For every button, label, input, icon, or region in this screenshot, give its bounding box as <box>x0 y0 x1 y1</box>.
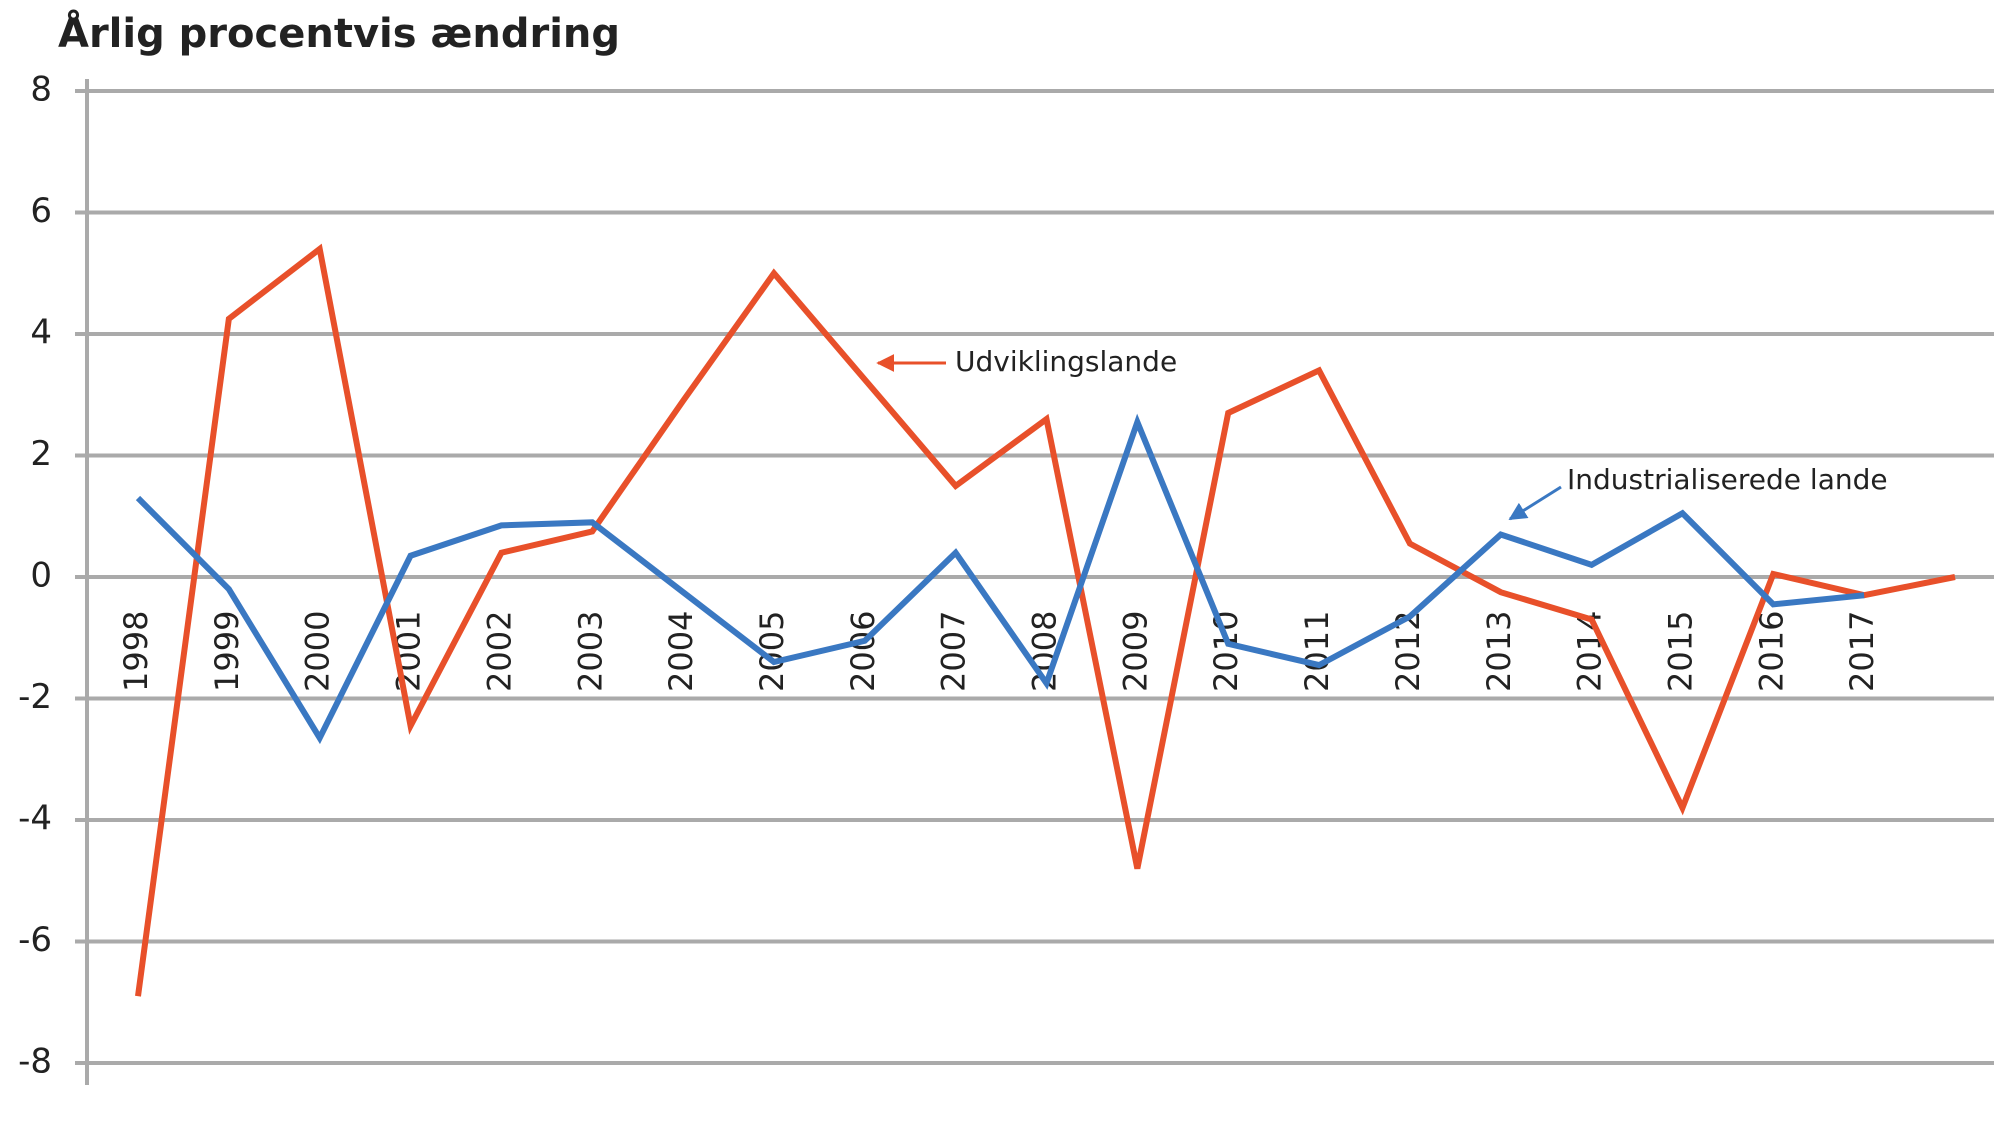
x-tick-label: 2007 <box>935 611 973 692</box>
y-tick-label: 0 <box>30 556 52 596</box>
y-tick-label: -6 <box>18 920 52 960</box>
x-tick-label: 2000 <box>299 611 337 692</box>
y-tick-label: -8 <box>18 1042 52 1082</box>
series-line <box>135 243 1956 997</box>
y-tick-label: -2 <box>18 677 52 717</box>
x-tick-label: 2015 <box>1661 611 1699 692</box>
series-label: Industrialiserede lande <box>1567 463 1888 496</box>
x-tick-label: 2002 <box>480 611 518 692</box>
y-tick-label: 6 <box>30 191 52 231</box>
y-tick-label: 2 <box>30 434 52 474</box>
y-tick-label: 4 <box>30 313 52 353</box>
x-tick-label: 2016 <box>1752 611 1790 692</box>
x-tick-label: 1999 <box>208 611 246 692</box>
series-label: Udviklingslande <box>955 345 1177 378</box>
y-tick-label: 8 <box>30 70 52 110</box>
x-tick-label: 2014 <box>1571 611 1609 692</box>
x-tick-label: 2011 <box>1298 611 1336 692</box>
x-tick-label: 2009 <box>1116 611 1154 692</box>
series-line <box>135 413 1865 745</box>
x-tick-label: 2004 <box>662 611 700 692</box>
x-tick-label: 1998 <box>117 611 155 692</box>
y-tick-label: -4 <box>18 799 52 839</box>
x-tick-label: 2006 <box>844 611 882 692</box>
x-tick-label: 2017 <box>1843 611 1881 692</box>
x-tick-label: 2003 <box>571 611 609 692</box>
x-tick-label: 2010 <box>1207 611 1245 692</box>
annotation-arrow <box>1508 485 1562 521</box>
chart-title: Årlig procentvis ændring <box>58 8 620 57</box>
x-tick-label: 2013 <box>1480 611 1518 692</box>
